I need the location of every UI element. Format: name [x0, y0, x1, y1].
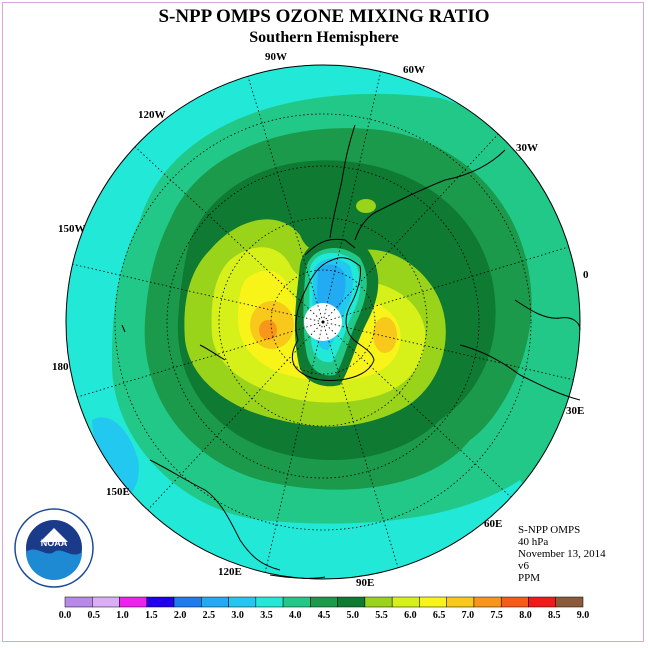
meridian-line — [322, 321, 574, 381]
meridian-line — [134, 146, 324, 323]
lon-label-120e: 120E — [218, 566, 242, 578]
lon-label-150e: 150E — [106, 486, 130, 498]
lon-label-30e: 30E — [566, 405, 585, 417]
meridian-line — [322, 71, 382, 323]
lon-label-30w: 30W — [516, 142, 538, 154]
meridian-line — [247, 76, 324, 323]
colorbar-tick-label: 6.5 — [432, 610, 446, 621]
colorbar-tick-label: 1.0 — [116, 610, 129, 621]
lon-label-90w: 90W — [265, 51, 287, 63]
colorbar-swatch — [364, 596, 393, 608]
figure-frame — [2, 2, 644, 642]
meridian-line — [322, 133, 499, 323]
colorbar-swatch — [228, 596, 257, 608]
lon-label-150w: 150W — [58, 223, 86, 235]
graticule — [72, 71, 574, 573]
lon-label-0: 0 — [583, 269, 589, 281]
colorbar-tick-label: 1.5 — [145, 610, 158, 621]
map-subtitle: Southern Hemisphere — [249, 29, 399, 46]
colorbar-swatch — [391, 596, 420, 608]
colorbar-tick-label: 7.0 — [461, 610, 475, 621]
info-units: PPM — [518, 572, 541, 584]
colorbar-swatch — [119, 596, 148, 608]
colorbar-swatch — [64, 596, 93, 608]
meridian-line — [72, 263, 324, 323]
meridian-line — [322, 321, 399, 568]
contour-patch-60w — [356, 199, 376, 213]
colorbar-tick-label: 7.5 — [490, 610, 503, 621]
colorbar-swatch — [173, 596, 202, 608]
info-instrument: S-NPP OMPS — [518, 524, 581, 536]
colorbar-swatch — [337, 596, 366, 608]
colorbar-tick-label: 9.0 — [576, 610, 590, 621]
map-title: S-NPP OMPS OZONE MIXING RATIO — [158, 6, 490, 27]
lon-label-60w: 60W — [403, 64, 425, 76]
info-version: v6 — [518, 560, 529, 572]
colorbar-swatch — [92, 596, 120, 608]
colorbar — [64, 596, 584, 608]
colorbar-tick-label: 3.0 — [231, 610, 244, 621]
lon-label-60e: 60E — [484, 518, 503, 530]
meridian-line — [322, 246, 569, 323]
colorbar-tick-label: 5.0 — [346, 610, 360, 621]
colorbar-swatch — [146, 596, 175, 608]
meridian-line — [77, 321, 324, 398]
colorbar-tick-label: 8.5 — [547, 610, 561, 621]
colorbar-tick-label: 3.5 — [260, 610, 273, 621]
lon-label-90e: 90E — [356, 577, 375, 589]
colorbar-swatch — [555, 596, 584, 608]
info-date: November 13, 2014 — [518, 548, 606, 560]
colorbar-tick-label: 0.0 — [58, 610, 72, 621]
noaa-logo: NOAA — [14, 508, 94, 588]
meridian-line — [264, 321, 324, 573]
coastlines — [121, 124, 581, 579]
map-boundary — [65, 64, 581, 580]
colorbar-tick-label: 4.0 — [288, 610, 302, 621]
colorbar-swatch — [446, 596, 475, 608]
colorbar-tick-label: 8.0 — [519, 610, 532, 621]
contour-7-5-west — [259, 320, 277, 340]
contour-low-150e — [92, 417, 139, 499]
lon-label-120w: 120W — [138, 109, 166, 121]
colorbar-swatch — [282, 596, 311, 608]
colorbar-swatch — [473, 596, 502, 608]
colorbar-swatch — [528, 596, 556, 608]
colorbar-tick-label: 6.0 — [404, 610, 417, 621]
colorbar-tick-label: 5.5 — [375, 610, 388, 621]
product-info: S-NPP OMPS 40 hPa November 13, 2014 v6 P… — [518, 524, 606, 584]
colorbar-swatch — [255, 596, 284, 608]
contour-7-0-east — [373, 317, 397, 353]
colorbar-tick-label: 0.5 — [87, 610, 101, 621]
colorbar-swatch — [201, 596, 229, 608]
colorbar-tick-label: 2.0 — [173, 610, 187, 621]
logo-wordmark: NOAA — [41, 538, 68, 548]
colorbar-swatch — [419, 596, 447, 608]
colorbar-swatch — [310, 596, 338, 608]
info-level: 40 hPa — [518, 536, 549, 548]
colorbar-tick-label: 4.5 — [317, 610, 331, 621]
lon-label-180: 180 — [52, 361, 69, 373]
colorbar-tick-label: 2.5 — [202, 610, 216, 621]
colorbar-swatch — [500, 596, 529, 608]
meridian-line — [147, 321, 324, 511]
meridian-line — [322, 321, 512, 498]
